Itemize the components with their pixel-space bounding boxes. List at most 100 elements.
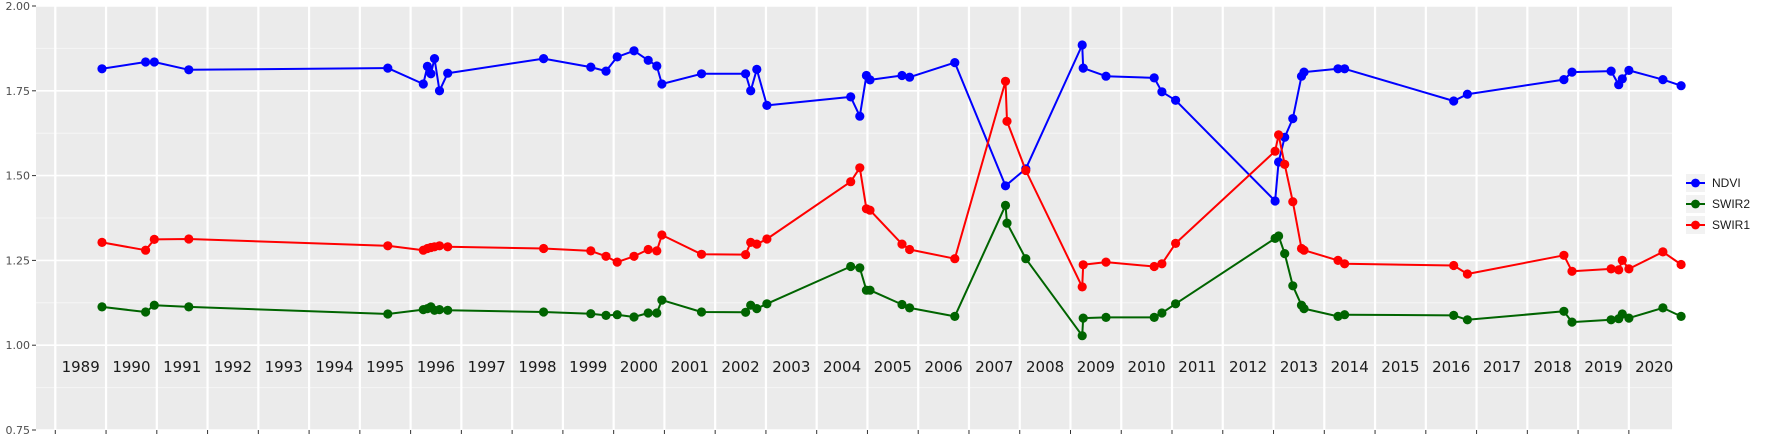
data-point-swir1 bbox=[762, 234, 772, 244]
data-point-swir2 bbox=[184, 302, 194, 312]
year-label: 1999 bbox=[569, 358, 607, 376]
y-tick-label: 1.75 bbox=[6, 85, 31, 98]
data-point-ndvi bbox=[762, 100, 772, 110]
data-point-swir1 bbox=[897, 239, 907, 249]
grid-lines bbox=[36, 5, 1672, 431]
data-point-ndvi bbox=[601, 66, 611, 76]
data-point-swir2 bbox=[1171, 299, 1181, 309]
year-label: 2009 bbox=[1077, 358, 1115, 376]
legend-key-point-swir1 bbox=[1691, 220, 1700, 230]
data-point-swir1 bbox=[1676, 259, 1686, 270]
data-point-swir2 bbox=[657, 295, 667, 305]
data-point-ndvi bbox=[1676, 81, 1686, 91]
data-point-swir1 bbox=[1171, 238, 1181, 248]
year-label: 2006 bbox=[924, 358, 962, 376]
data-point-swir2 bbox=[1274, 231, 1284, 241]
year-label: 2010 bbox=[1128, 358, 1166, 376]
data-point-ndvi bbox=[696, 69, 707, 79]
data-point-swir1 bbox=[97, 237, 107, 247]
data-point-ndvi bbox=[1077, 40, 1087, 50]
data-point-swir2 bbox=[1101, 312, 1111, 322]
data-point-swir1 bbox=[539, 243, 549, 254]
data-point-swir1 bbox=[1270, 146, 1280, 156]
y-tick-label: 1.25 bbox=[6, 254, 31, 267]
data-point-ndvi bbox=[1157, 87, 1167, 97]
data-point-swir1 bbox=[601, 251, 611, 261]
data-point-ndvi bbox=[855, 111, 865, 121]
year-label: 1994 bbox=[315, 358, 353, 376]
data-point-swir2 bbox=[762, 299, 772, 309]
legend-label-swir1: SWIR1 bbox=[1712, 218, 1750, 232]
data-point-ndvi bbox=[612, 52, 622, 62]
year-label: 2020 bbox=[1635, 358, 1673, 376]
year-label: 2005 bbox=[874, 358, 912, 376]
data-point-swir1 bbox=[846, 177, 856, 187]
data-point-swir1 bbox=[1567, 266, 1577, 276]
data-point-ndvi bbox=[383, 63, 393, 73]
data-point-swir2 bbox=[383, 309, 393, 319]
data-point-swir1 bbox=[657, 230, 667, 240]
year-label: 1996 bbox=[417, 358, 455, 376]
data-point-swir1 bbox=[1000, 76, 1011, 86]
year-label: 1993 bbox=[265, 358, 303, 376]
data-point-swir2 bbox=[586, 309, 596, 319]
data-point-ndvi bbox=[1299, 67, 1309, 77]
data-point-swir2 bbox=[1000, 200, 1011, 210]
data-point-ndvi bbox=[1333, 64, 1343, 74]
data-point-swir2 bbox=[1624, 313, 1634, 323]
data-point-swir1 bbox=[1658, 247, 1668, 257]
data-point-swir2 bbox=[1606, 315, 1616, 325]
year-label: 1992 bbox=[214, 358, 252, 376]
data-point-swir2 bbox=[539, 307, 549, 317]
year-label: 2001 bbox=[671, 358, 709, 376]
data-point-swir2 bbox=[1658, 303, 1668, 313]
data-point-swir2 bbox=[652, 308, 662, 318]
data-point-ndvi bbox=[643, 55, 653, 65]
data-point-swir2 bbox=[1676, 311, 1686, 321]
data-point-ndvi bbox=[1340, 64, 1350, 74]
data-point-swir1 bbox=[1021, 165, 1031, 176]
data-point-swir2 bbox=[443, 305, 453, 315]
year-label: 2008 bbox=[1026, 358, 1064, 376]
data-point-ndvi bbox=[746, 86, 756, 96]
year-label: 2004 bbox=[823, 358, 861, 376]
data-point-ndvi bbox=[149, 57, 159, 67]
legend-label-ndvi: NDVI bbox=[1712, 176, 1741, 190]
data-point-swir1 bbox=[905, 244, 915, 255]
data-point-swir1 bbox=[865, 205, 875, 215]
data-point-ndvi bbox=[426, 69, 436, 79]
data-point-swir1 bbox=[752, 239, 762, 249]
x-axis: 1989 1990 1991 1992 1993 1994 1995 1996 1997 1998… bbox=[54, 358, 1673, 434]
y-tick-label: 2.00 bbox=[6, 0, 31, 13]
data-point-ndvi bbox=[741, 69, 751, 79]
data-point-swir1 bbox=[1077, 282, 1087, 292]
data-point-ndvi bbox=[1606, 66, 1616, 76]
data-point-swir2 bbox=[897, 299, 907, 310]
data-point-swir1 bbox=[1002, 116, 1012, 126]
data-point-swir1 bbox=[184, 234, 194, 244]
data-point-swir2 bbox=[855, 263, 865, 273]
data-point-swir1 bbox=[586, 246, 596, 256]
data-point-ndvi bbox=[429, 54, 440, 64]
year-label: 1990 bbox=[112, 358, 150, 376]
data-point-ndvi bbox=[422, 61, 432, 71]
data-point-swir1 bbox=[1078, 260, 1088, 270]
data-point-swir1 bbox=[1462, 269, 1472, 279]
year-label: 2018 bbox=[1534, 358, 1572, 376]
data-point-swir2 bbox=[97, 302, 107, 312]
year-label: 2002 bbox=[721, 358, 759, 376]
data-point-swir1 bbox=[434, 241, 445, 251]
data-point-swir2 bbox=[149, 300, 159, 310]
data-point-swir1 bbox=[1101, 257, 1111, 267]
data-point-swir2 bbox=[741, 307, 751, 317]
legend-key-point-swir2 bbox=[1691, 199, 1700, 209]
data-point-swir1 bbox=[383, 241, 393, 251]
year-label: 2012 bbox=[1229, 358, 1267, 376]
year-label: 2007 bbox=[975, 358, 1013, 376]
data-point-swir2 bbox=[1617, 309, 1627, 319]
legend-label-swir2: SWIR2 bbox=[1712, 197, 1750, 211]
data-point-ndvi bbox=[1171, 95, 1181, 105]
data-point-swir1 bbox=[629, 251, 639, 261]
data-point-ndvi bbox=[1270, 196, 1280, 206]
data-point-ndvi bbox=[950, 58, 960, 68]
